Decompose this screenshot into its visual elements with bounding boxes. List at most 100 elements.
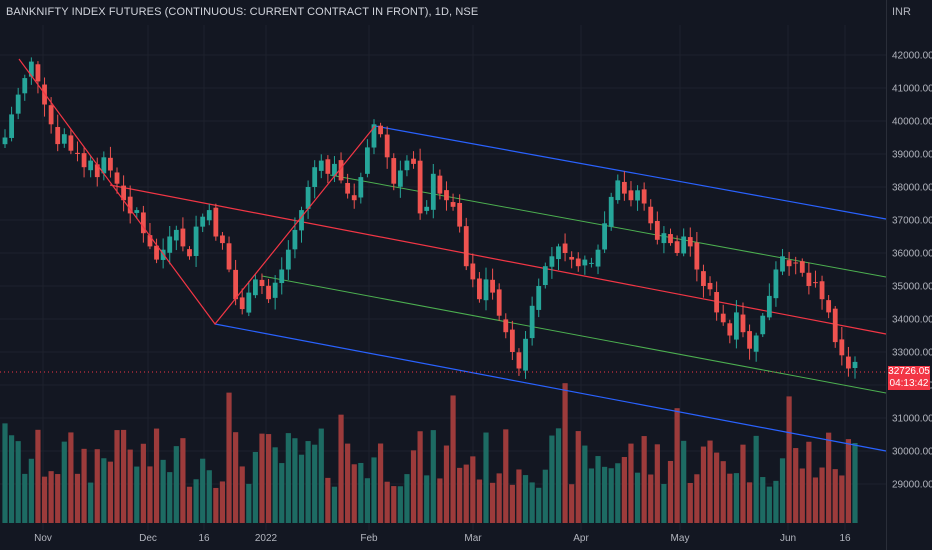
volume-bar — [298, 454, 305, 523]
candle-body — [200, 216, 206, 227]
y-tick-label: 35000.00 — [892, 282, 932, 293]
volume-bar — [325, 477, 331, 523]
candle-body — [48, 105, 54, 125]
volume-bar — [338, 414, 344, 523]
candle-body — [305, 187, 311, 209]
volume-bar — [740, 444, 746, 523]
candle-body — [68, 135, 74, 151]
volume-bar — [641, 436, 647, 523]
candle-body — [621, 181, 627, 194]
candle-body — [450, 202, 456, 207]
candle-body — [345, 183, 351, 194]
volume-bar — [55, 474, 61, 523]
volume-bar — [331, 486, 338, 523]
volume-bar — [522, 475, 529, 523]
candle-body — [61, 134, 67, 144]
volume-bar — [35, 429, 41, 523]
volume-bar — [799, 468, 805, 523]
volume-bar — [397, 486, 403, 523]
volume-bar — [516, 469, 522, 523]
volume-bar — [358, 462, 364, 523]
volume-bar — [661, 483, 667, 523]
volume-bar — [88, 482, 94, 523]
volume-bar — [674, 408, 680, 523]
volume-bar — [575, 431, 581, 523]
volume-bar — [8, 435, 15, 523]
candle-body — [799, 261, 805, 273]
volume-bar — [694, 474, 700, 523]
volume-bar — [41, 476, 48, 523]
candle-body — [714, 292, 720, 313]
candle-body — [602, 223, 608, 250]
volume-bar — [806, 441, 812, 523]
candle-body — [312, 167, 318, 187]
zigzag-line — [18, 58, 376, 325]
candle-body — [114, 172, 120, 184]
candle-body — [154, 245, 159, 260]
volume-bar — [186, 486, 193, 523]
volume-bar — [206, 470, 212, 523]
candle-body — [15, 94, 21, 114]
volume-bar — [259, 433, 265, 523]
volume-bar — [812, 477, 819, 523]
candle-body — [780, 256, 785, 272]
candle-body — [28, 61, 34, 77]
regression-channel — [0, 125, 887, 452]
candle-body — [444, 190, 449, 201]
candle-body — [529, 305, 535, 339]
candle-body — [411, 158, 416, 164]
volume-bar — [832, 469, 838, 523]
candle-body — [266, 285, 271, 300]
volume-bar — [536, 487, 542, 523]
candle-body — [536, 286, 542, 310]
volume-bar — [114, 430, 120, 523]
volume-bar — [285, 433, 291, 523]
volume-bar — [94, 449, 100, 523]
volume-bar — [48, 471, 54, 523]
candle-body — [246, 292, 252, 313]
candle-body — [542, 266, 548, 286]
candle-body — [272, 282, 278, 298]
volume-bar — [760, 477, 766, 523]
volume-bar — [582, 445, 588, 523]
volume-bar — [819, 467, 825, 523]
candle-body — [365, 147, 370, 174]
volume-bar — [279, 463, 285, 523]
candle-body — [839, 339, 845, 356]
candle-body — [430, 173, 436, 210]
volume-bar — [549, 435, 555, 523]
candle-body — [523, 338, 528, 371]
volume-bar — [272, 447, 278, 523]
volume-bar — [15, 441, 21, 523]
candle-body — [193, 226, 199, 256]
volume-bar — [727, 473, 733, 523]
time-axis: Nov Dec 16 2022 Feb Mar Apr May Jun 16 — [34, 533, 851, 544]
candle-body — [226, 243, 232, 270]
candle-body — [239, 297, 245, 310]
candle-body — [9, 114, 14, 138]
volume-bar — [463, 464, 469, 523]
candle-body — [832, 308, 838, 343]
x-tick-label: May — [671, 533, 690, 544]
volume-bar — [173, 446, 179, 523]
y-tick-label: 38000.00 — [892, 183, 932, 194]
volume-bar — [569, 484, 575, 523]
volume-bar — [687, 482, 693, 523]
candle-body — [674, 241, 680, 253]
candle-body — [549, 256, 555, 267]
volume-bar — [555, 428, 562, 523]
volume-bar — [140, 443, 146, 523]
grid — [0, 25, 886, 530]
candle-body — [140, 212, 146, 234]
candle-body — [88, 160, 94, 171]
volume-bar — [219, 481, 226, 523]
candle-body — [681, 236, 687, 254]
x-tick-label: Jun — [780, 533, 796, 544]
candle-body — [556, 246, 561, 260]
volume-bar — [318, 428, 324, 523]
volume-bar — [22, 473, 28, 523]
channel-upper-outer — [374, 125, 887, 220]
candle-body — [793, 262, 799, 264]
volume-bar — [779, 458, 786, 523]
